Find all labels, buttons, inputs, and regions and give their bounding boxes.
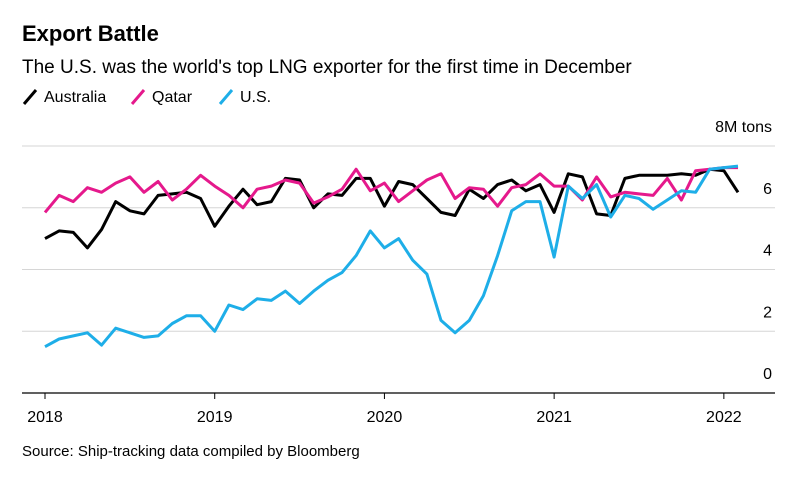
source: Source: Ship-tracking data compiled by B…	[22, 443, 360, 460]
x-tick-label: 2022	[706, 409, 742, 426]
series-line	[44, 164, 739, 349]
legend-swatch	[22, 89, 38, 105]
x-tick-label: 2020	[367, 409, 403, 426]
legend-label: Qatar	[152, 89, 193, 106]
x-tick-label: 2019	[197, 409, 233, 426]
legend-label: U.S.	[240, 89, 271, 106]
y-tick-label: 8M tons	[715, 119, 772, 136]
y-tick-label: 6	[763, 181, 772, 198]
legend-label: Australia	[44, 89, 106, 106]
series-line	[44, 167, 740, 250]
legend-swatch	[130, 89, 146, 105]
legend-swatch	[218, 89, 234, 105]
chart-subtitle: The U.S. was the world's top LNG exporte…	[22, 57, 632, 78]
chart-title: Export Battle	[22, 21, 159, 46]
series-line	[43, 166, 738, 214]
x-tick-label: 2021	[536, 409, 572, 426]
x-tick-label: 2018	[27, 409, 63, 426]
y-tick-label: 4	[763, 243, 772, 260]
y-tick-label: 2	[763, 304, 772, 321]
y-tick-label: 0	[763, 366, 772, 383]
